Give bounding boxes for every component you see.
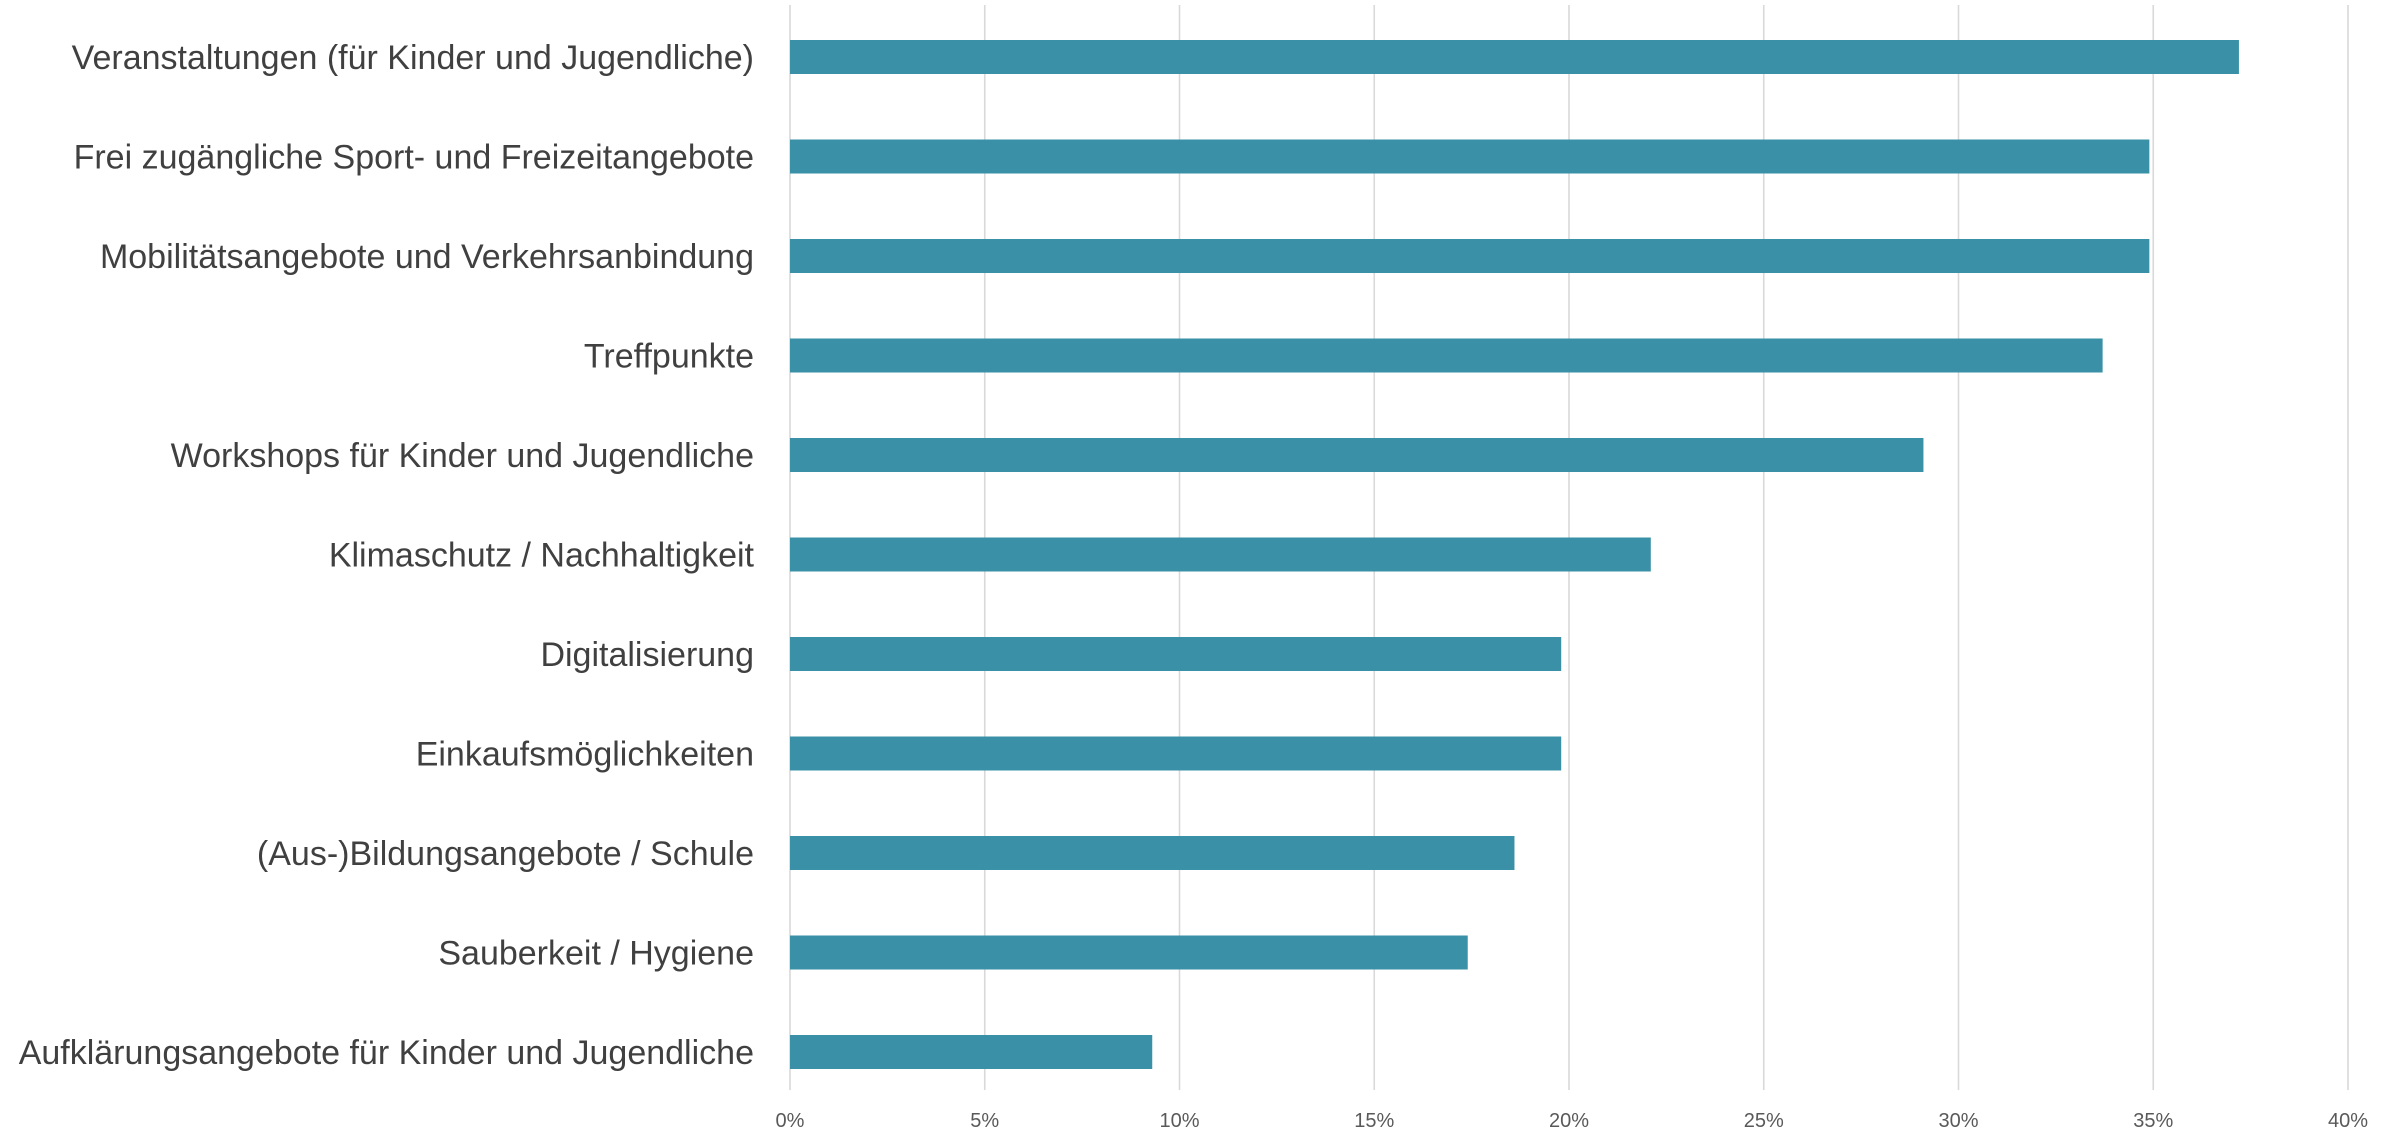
bar [790,140,2149,174]
bar [790,737,1561,771]
bar [790,239,2149,273]
bars [790,40,2239,1069]
x-tick-label: 35% [2133,1110,2173,1132]
category-label: Aufklärungsangebote für Kinder und Jugen… [19,1034,754,1072]
category-label: Sauberkeit / Hygiene [438,935,754,973]
x-tick-label: 5% [970,1110,999,1132]
x-tick-label: 15% [1354,1110,1394,1132]
x-tick-label: 40% [2328,1110,2368,1132]
category-label: Digitalisierung [540,636,754,674]
category-label: Klimaschutz / Nachhaltigkeit [329,537,755,575]
bar [790,637,1561,671]
bar [790,339,2103,373]
category-label: Veranstaltungen (für Kinder und Jugendli… [72,39,754,77]
category-label: Einkaufsmöglichkeiten [416,736,754,774]
bar [790,836,1514,870]
bar [790,438,1923,472]
bar [790,936,1468,970]
category-label: Treffpunkte [584,338,754,376]
x-tick-label: 10% [1159,1110,1199,1132]
bar [790,538,1651,572]
x-tick-label: 0% [776,1110,805,1132]
x-tick-labels: 0% 5% 10% 15% 20% 25% 30% 35% 40% [776,1110,2369,1132]
bar [790,1035,1152,1069]
x-tick-label: 30% [1938,1110,1978,1132]
bar [790,40,2239,74]
category-labels: Veranstaltungen (für Kinder und Jugendli… [19,39,755,1072]
x-tick-label: 25% [1744,1110,1784,1132]
category-label: Frei zugängliche Sport- und Freizeitange… [74,139,754,177]
category-label: (Aus-)Bildungsangebote / Schule [257,835,754,873]
category-label: Mobilitätsangebote und Verkehrsanbindung [100,238,754,276]
x-tick-label: 20% [1549,1110,1589,1132]
category-label: Workshops für Kinder und Jugendliche [171,437,754,475]
